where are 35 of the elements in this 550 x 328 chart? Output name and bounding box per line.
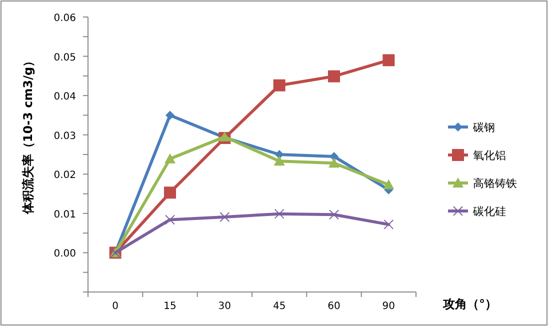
point bbox=[220, 212, 230, 222]
point bbox=[273, 79, 286, 92]
legend-label: 碳化硅 bbox=[472, 205, 506, 218]
point bbox=[384, 219, 394, 230]
point bbox=[165, 214, 175, 225]
y-tick-label: 0.05 bbox=[54, 52, 76, 64]
x-tick-label: 15 bbox=[164, 301, 176, 312]
x-axis-title: 攻角（°） bbox=[442, 297, 497, 311]
x-tick-label: 60 bbox=[328, 301, 340, 312]
point bbox=[274, 150, 284, 159]
point bbox=[328, 158, 340, 168]
point bbox=[383, 179, 394, 190]
y-tick-label: 0.01 bbox=[54, 209, 76, 220]
x-tick-label: 30 bbox=[218, 301, 232, 312]
point bbox=[330, 152, 338, 161]
x-tick-label: 90 bbox=[382, 301, 396, 312]
y-tick-label: 0.06 bbox=[54, 13, 76, 24]
point bbox=[164, 186, 176, 199]
point bbox=[164, 153, 176, 164]
point bbox=[328, 70, 340, 82]
legend-label: 氧化铝 bbox=[473, 149, 506, 162]
point bbox=[274, 156, 285, 166]
point bbox=[274, 208, 284, 219]
point bbox=[382, 54, 395, 66]
x-tick-label: 45 bbox=[272, 301, 286, 312]
y-tick-label: 0.02 bbox=[54, 170, 76, 182]
point bbox=[329, 210, 339, 220]
y-tick-label: 0.04 bbox=[54, 92, 76, 103]
x-tick-label: 0 bbox=[112, 301, 119, 312]
point bbox=[166, 110, 174, 120]
y-tick-label: 0.03 bbox=[54, 130, 76, 142]
legend-label: 高铬铸铁 bbox=[473, 177, 517, 190]
text: 0.00 bbox=[54, 248, 76, 260]
legend-label: 碳钢 bbox=[472, 121, 495, 134]
y-axis-title: 体积流失率（10-3 cm3/g） bbox=[21, 54, 35, 216]
